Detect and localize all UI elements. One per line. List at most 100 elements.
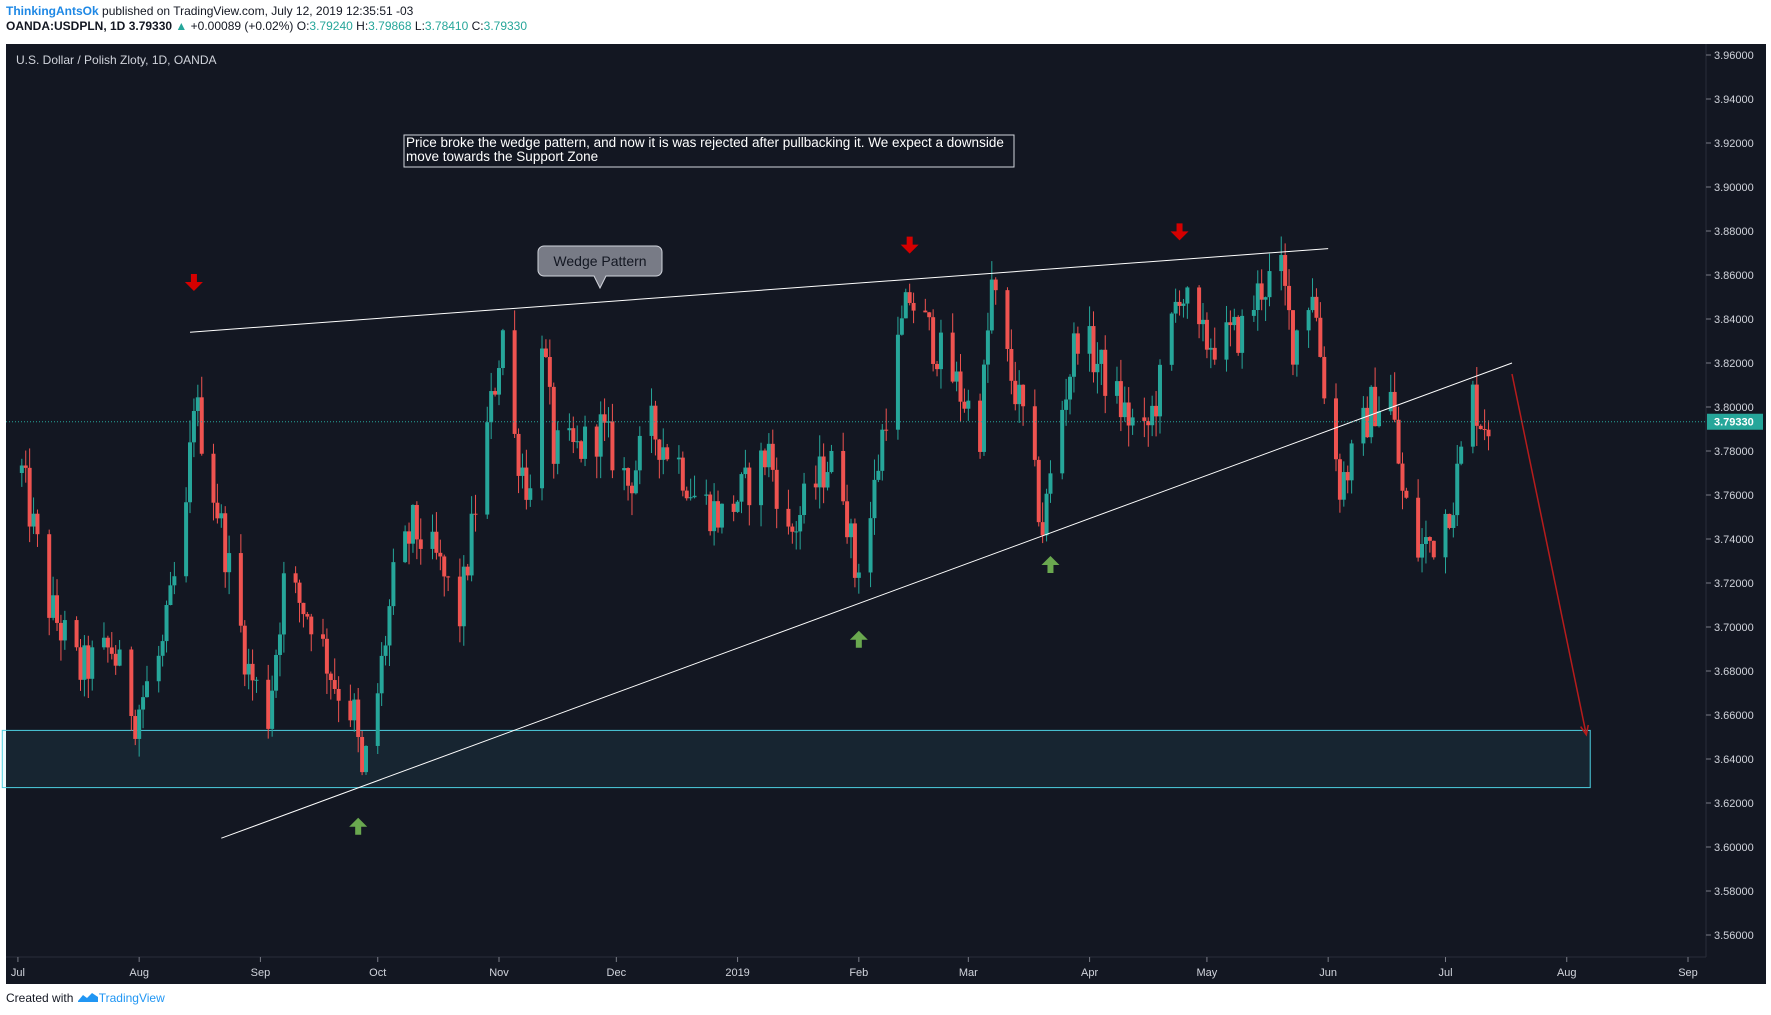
candle-bear	[442, 556, 447, 577]
candle-bear	[1290, 310, 1295, 365]
candle-bear	[457, 576, 462, 627]
candle-bear	[27, 467, 32, 527]
candle-bull	[31, 513, 36, 527]
candle-bull	[540, 348, 545, 489]
candle-bull	[1157, 364, 1162, 417]
candle-bull	[277, 634, 282, 655]
candle-bear	[1075, 333, 1080, 354]
candle-bull	[985, 330, 990, 365]
candle-bull	[1267, 271, 1272, 298]
wedge-pattern-callout[interactable]: Wedge Pattern	[537, 245, 663, 290]
candle-bull	[410, 504, 415, 544]
publish-info: ThinkingAntsOk published on TradingView.…	[6, 4, 527, 19]
price-chart[interactable]: 3.56000 3.58000 3.60000 3.62000 3.64000 3.660…	[0, 0, 1771, 985]
candle-bull	[1185, 287, 1190, 304]
candle-bull	[633, 470, 638, 494]
candle-bear	[1236, 316, 1241, 353]
candle-bull	[759, 450, 764, 506]
candle-bear	[1314, 296, 1319, 318]
candle-bull	[825, 472, 830, 488]
candle-bear	[1322, 356, 1327, 399]
candle-bear	[1228, 322, 1233, 326]
candle-bull	[1201, 319, 1206, 325]
time-axis: Jul Aug Sep Oct Nov Dec 2019 Feb Mar Apr May Jun Jul…	[11, 957, 1698, 979]
candle-bear	[1478, 425, 1483, 430]
candle-bear	[684, 490, 689, 499]
candle-bull	[899, 318, 904, 335]
candle-bull	[598, 414, 603, 457]
candle-bull	[51, 595, 56, 618]
price-tick-label: 3.64000	[1714, 754, 1754, 766]
candle-bear	[610, 421, 615, 471]
price-tick-label: 3.70000	[1714, 622, 1754, 634]
price-tick-label: 3.62000	[1714, 798, 1754, 810]
candle-bear	[348, 700, 353, 721]
tradingview-logo-icon[interactable]	[77, 991, 99, 1006]
candle-bear	[950, 332, 955, 382]
candle-bull	[188, 442, 193, 503]
candle-bull	[637, 435, 642, 471]
candle-bear	[129, 649, 134, 717]
candle-bear	[571, 428, 576, 442]
candle-bear	[629, 485, 634, 494]
candle-bull	[352, 699, 357, 721]
candle-bull	[895, 334, 900, 430]
candle-bull	[1095, 363, 1100, 373]
arrow-down-icon	[1170, 223, 1189, 241]
candle-bear	[418, 539, 423, 549]
candle-bull	[1341, 472, 1346, 500]
candle-bull	[794, 531, 799, 533]
candle-bull	[461, 566, 466, 627]
candle-bear	[1416, 497, 1421, 558]
candle-bull	[156, 655, 161, 682]
candle-bear	[109, 647, 114, 654]
candle-bull	[1255, 283, 1260, 311]
candle-bull	[1044, 493, 1049, 536]
annotation-note[interactable]: Price broke the wedge pattern, and now i…	[403, 134, 1015, 168]
created-with-text: Created with	[6, 991, 74, 1005]
tradingview-link[interactable]: TradingView	[98, 991, 165, 1005]
candle-bear	[1404, 490, 1409, 498]
price-axis: 3.56000 3.58000 3.60000 3.62000 3.64000 3.660…	[6, 50, 1763, 942]
time-tick-label: 2019	[725, 967, 749, 979]
candle-bull	[82, 645, 87, 680]
price-tick-label: 3.92000	[1714, 138, 1754, 150]
arrow-up-icon	[849, 630, 868, 648]
candle-bull	[1388, 391, 1393, 412]
candle-bear	[935, 363, 940, 370]
candle-bear	[301, 602, 306, 615]
candle-bear	[680, 457, 685, 491]
price-tick-label: 3.60000	[1714, 842, 1754, 854]
candle-bear	[1482, 429, 1487, 431]
time-tick-label: Feb	[849, 967, 868, 979]
candle-bull	[1294, 330, 1299, 365]
candle-bull	[849, 523, 853, 538]
published-text: published on TradingView.com, July 12, 2…	[102, 4, 414, 18]
candle-bull	[1420, 543, 1425, 558]
candle-bull	[1181, 303, 1186, 306]
candle-bull	[981, 364, 986, 452]
candle-bull	[383, 645, 388, 656]
candle-bull	[1455, 463, 1460, 516]
time-tick-label: Mar	[959, 967, 978, 979]
candle-bear	[907, 292, 912, 303]
candle-bear	[465, 566, 470, 576]
candle-bull	[270, 690, 275, 729]
close-value: 3.79330	[483, 19, 528, 33]
candle-bear	[1118, 381, 1123, 418]
candle-bear	[1036, 459, 1041, 523]
candle-bull	[1451, 515, 1456, 528]
candle-bear	[1287, 285, 1292, 311]
candle-bear	[309, 616, 314, 635]
time-tick-label: Oct	[369, 967, 386, 979]
candle-bear	[665, 447, 670, 460]
note-box	[403, 134, 1015, 168]
author-link[interactable]: ThinkingAntsOk	[6, 4, 99, 18]
candle-bear	[594, 426, 599, 457]
price-tick-label: 3.84000	[1714, 314, 1754, 326]
time-tick-label: May	[1197, 967, 1218, 979]
candle-bull	[704, 494, 709, 496]
price-tick-label: 3.66000	[1714, 710, 1754, 722]
candle-bull	[719, 503, 724, 528]
candle-bull	[137, 709, 142, 739]
